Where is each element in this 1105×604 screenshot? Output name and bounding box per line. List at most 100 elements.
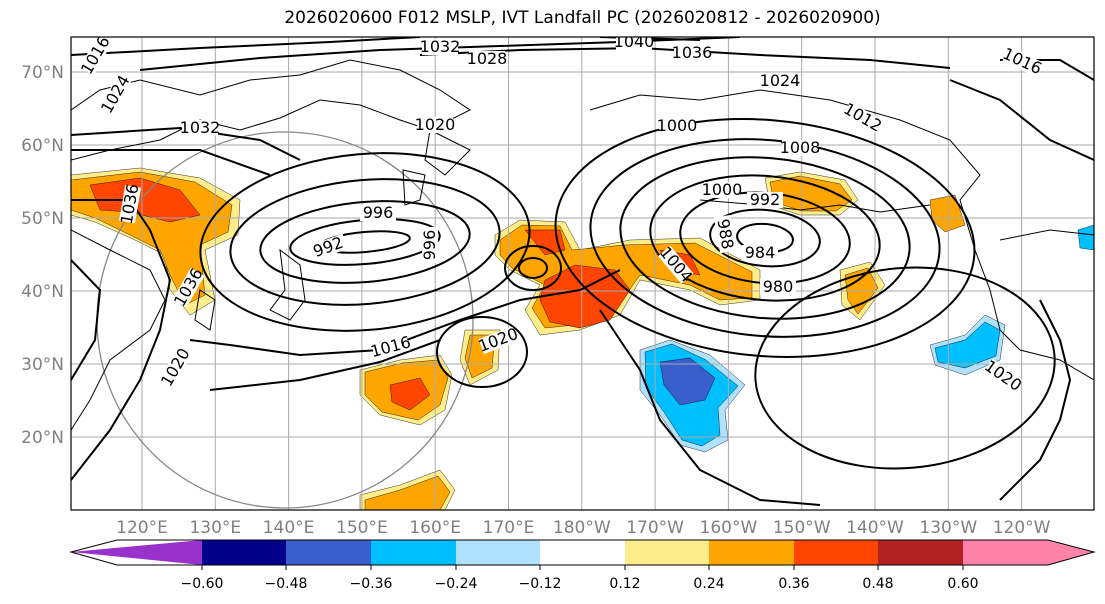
axis-ticks: 70°N 60°N 50°N 40°N 30°N 20°N 120°E 130°E 140°E 1…	[21, 63, 1051, 538]
colorbar-segment	[878, 540, 963, 565]
lon-tick-label: 150°E	[336, 518, 388, 538]
colorbar-segment	[286, 540, 371, 565]
lon-tick-label: 160°W	[700, 518, 758, 538]
lon-tick-label: 170°E	[483, 518, 535, 538]
contour-label-bg	[478, 326, 518, 354]
coastline	[402, 169, 426, 206]
contour-label-bg	[713, 215, 736, 254]
contour-label: 984	[745, 243, 776, 262]
coastline	[71, 229, 166, 431]
contour-label-bg	[782, 140, 818, 156]
contour-label-bg	[172, 267, 205, 308]
contour-label-bg	[99, 74, 132, 115]
contour-label-bg	[422, 227, 438, 263]
colorbar: −0.60 −0.48 −0.36 −0.24 −0.12 0.12 0.24 0.36 0.4…	[69, 539, 1096, 592]
lon-tick-label: 140°W	[846, 518, 904, 538]
isobar	[599, 309, 821, 506]
contour-label: 1032	[420, 37, 461, 56]
contour-label-bg	[469, 51, 505, 67]
isobar	[209, 339, 441, 391]
map-title: 2026020600 F012 MSLP, IVT Landfall PC (2…	[284, 8, 881, 28]
contour-label: 1000	[657, 116, 698, 135]
map-frame	[70, 36, 1095, 511]
coastline	[269, 248, 306, 321]
contour-label: 1028	[467, 49, 508, 68]
contour-label-bg	[762, 73, 798, 89]
colorbar-label: −0.60	[181, 576, 224, 592]
lat-tick-label: 30°N	[21, 355, 64, 375]
lon-tick-label: 130°E	[189, 518, 241, 538]
colorbar-segment	[202, 540, 286, 565]
contour-label: 1020	[415, 115, 456, 134]
ivt-region	[364, 475, 451, 510]
isobar	[259, 200, 471, 284]
isobar	[754, 266, 1056, 470]
contour-label: 1036	[672, 43, 713, 62]
isobar	[199, 152, 531, 332]
colorbar-segment	[71, 540, 202, 565]
contour-label-bg	[760, 279, 796, 295]
colorbar-segment	[963, 540, 1094, 565]
contour-label-bg	[616, 37, 652, 50]
contour-label: 980	[763, 277, 794, 296]
isobar	[999, 299, 1072, 501]
contour-label: 1024	[760, 71, 801, 90]
contour-label-bg	[119, 185, 142, 224]
contour-label: 996	[363, 203, 394, 222]
colorbar-label: 0.24	[693, 576, 724, 592]
isobar	[709, 208, 821, 268]
ivt-region	[1077, 224, 1094, 251]
contour-label-bg	[159, 347, 192, 388]
contour-label-bg	[842, 101, 883, 134]
isobar	[189, 269, 621, 357]
contour-label: 1000	[702, 180, 743, 199]
contour-label-bg	[1002, 46, 1042, 77]
isobar	[504, 245, 562, 291]
colorbar-label: 0.48	[862, 576, 893, 592]
colorbar-segment	[794, 540, 878, 565]
isobar	[949, 79, 1094, 161]
contour-label-bg	[422, 39, 458, 55]
lat-tick-label: 70°N	[21, 63, 64, 83]
colorbar-segment	[456, 540, 540, 565]
isobar	[229, 178, 501, 306]
contour-labels: 1032102810401036102410161020102410321016…	[77, 37, 1045, 395]
ivt-region	[934, 321, 1001, 369]
isobar	[436, 316, 528, 388]
contour-label-bg	[79, 37, 112, 76]
colorbar-label: −0.36	[350, 576, 393, 592]
ivt-region	[659, 357, 716, 406]
isobar	[518, 257, 548, 279]
colorbar-segment	[540, 540, 625, 565]
contour-label-bg	[182, 120, 218, 136]
lat-tick-label: 20°N	[21, 428, 64, 448]
lon-tick-label: 180°W	[553, 518, 611, 538]
colorbar-segment	[371, 540, 456, 565]
contour-label-bg	[371, 334, 411, 360]
coastline	[999, 229, 1094, 241]
colorbar-label: −0.48	[265, 576, 308, 592]
ivt-shading	[71, 167, 1094, 510]
lon-tick-label: 130°W	[919, 518, 977, 538]
lon-tick-label: 120°E	[116, 518, 168, 538]
lon-tick-label: 160°E	[409, 518, 461, 538]
colorbar-outline	[69, 539, 1096, 566]
coastline	[194, 289, 216, 331]
contour-label-bg	[360, 205, 396, 221]
lat-tick-label: 40°N	[21, 282, 64, 302]
contour-label-bg	[983, 359, 1023, 393]
lat-tick-label: 60°N	[21, 136, 64, 156]
isobar	[71, 149, 271, 176]
colorbar-label: −0.12	[519, 576, 562, 592]
isobar	[589, 138, 941, 338]
isobar	[71, 37, 421, 56]
contour-label: 1032	[180, 118, 221, 137]
contour-label-bg	[674, 45, 710, 61]
ivt-region	[389, 377, 431, 411]
contour-label: 1008	[780, 138, 821, 157]
colorbar-label: 0.60	[947, 576, 978, 592]
colorbar-segment	[709, 540, 794, 565]
contour-label-bg	[659, 118, 695, 134]
isobar	[71, 259, 102, 381]
